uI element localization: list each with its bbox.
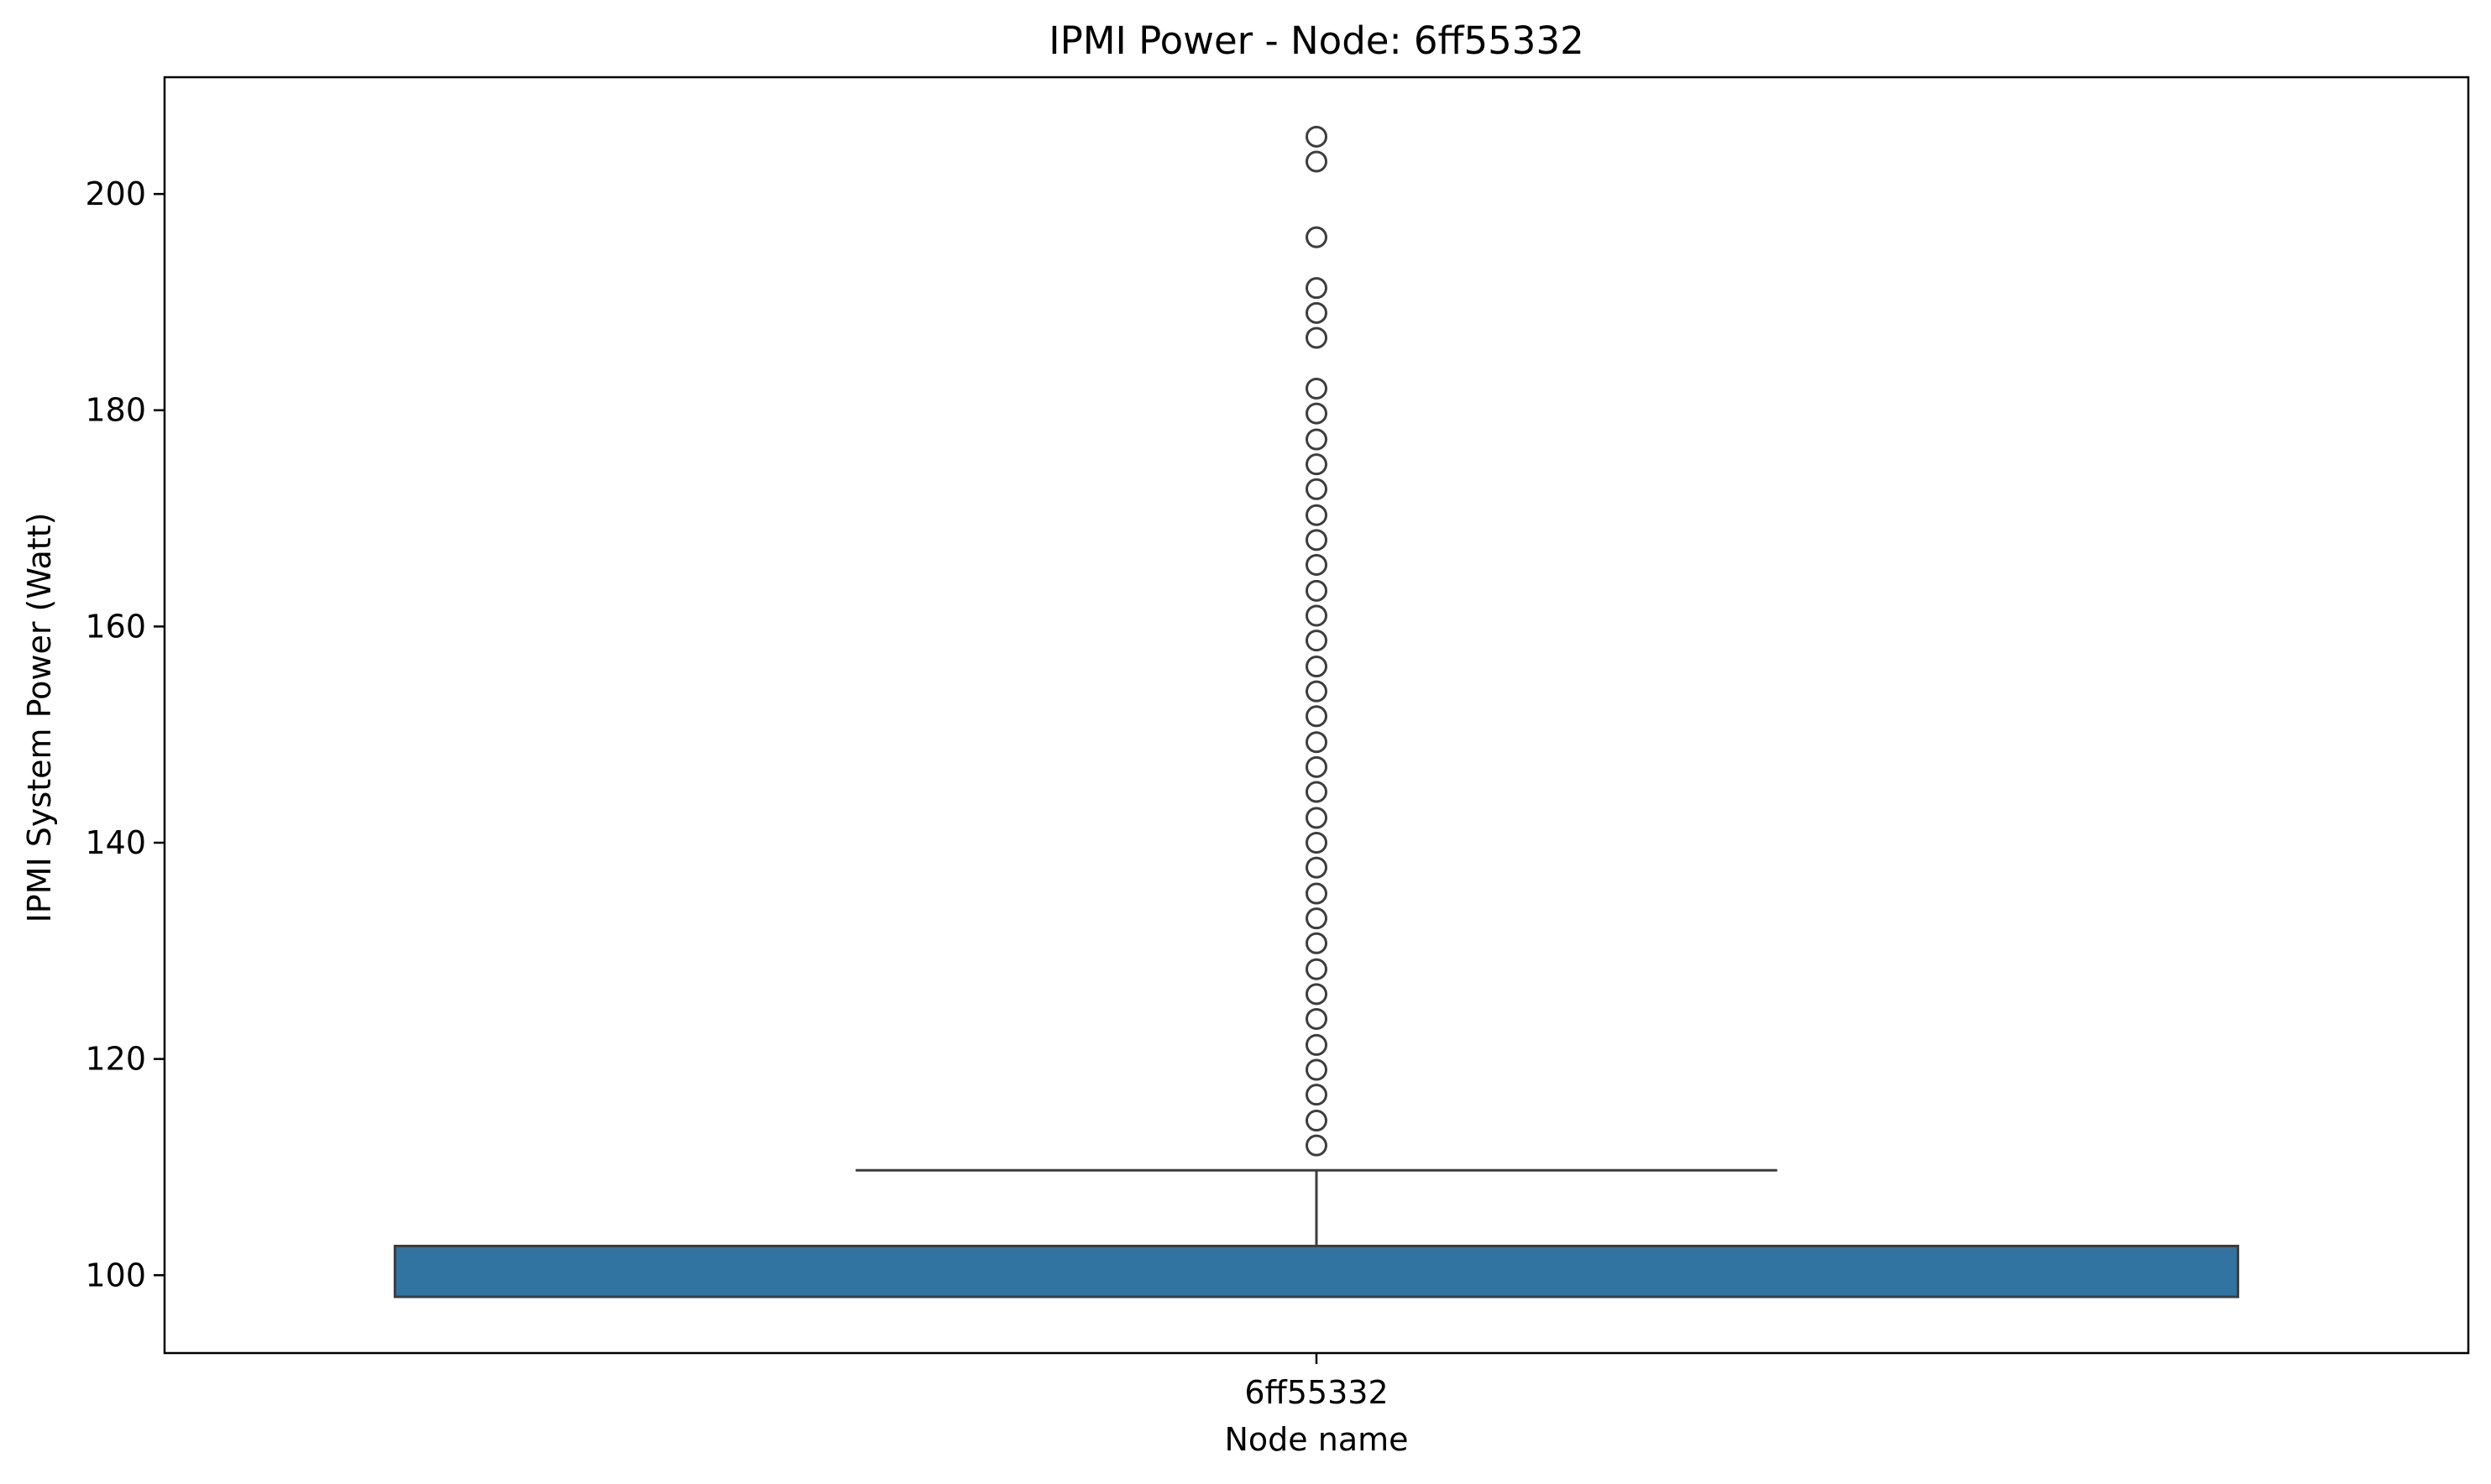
outlier-point	[1306, 1058, 1327, 1081]
outlier-point	[1306, 680, 1327, 703]
y-tick-label: 120	[85, 1041, 146, 1078]
outlier-point	[1306, 277, 1327, 300]
outlier-point	[1306, 856, 1327, 879]
outlier-point	[1306, 630, 1327, 652]
y-tick-label: 180	[85, 392, 146, 429]
outlier-point	[1306, 504, 1327, 526]
outlier-point	[1306, 579, 1327, 602]
outlier-point	[1306, 150, 1327, 173]
outlier-point	[1306, 731, 1327, 754]
outlier-point	[1306, 402, 1327, 425]
outlier-point	[1306, 755, 1327, 778]
outlier-point	[1306, 705, 1327, 728]
x-axis-title: Node name	[1224, 1421, 1408, 1458]
y-tick-label: 200	[85, 175, 146, 212]
x-tick-label: 6ff55332	[1244, 1374, 1388, 1411]
outlier-point	[1306, 1110, 1327, 1132]
y-tick-label: 160	[85, 608, 146, 645]
plot-frame	[163, 76, 2470, 1355]
outlier-point	[1306, 832, 1327, 854]
outlier-point	[1306, 327, 1327, 349]
outlier-point	[1306, 453, 1327, 476]
outlier-point	[1306, 529, 1327, 551]
outlier-point	[1306, 882, 1327, 905]
outlier-point	[1306, 1134, 1327, 1157]
outlier-point	[1306, 1007, 1327, 1030]
outlier-point	[1306, 907, 1327, 930]
outlier-point	[1306, 301, 1327, 324]
outlier-point	[1306, 553, 1327, 576]
iqr-box	[393, 1244, 2240, 1298]
outlier-point	[1306, 604, 1327, 627]
outlier-point	[1306, 125, 1327, 148]
y-axis-title: IPMI System Power (Watt)	[21, 513, 58, 923]
outlier-point	[1306, 478, 1327, 500]
outlier-point	[1306, 983, 1327, 1006]
outlier-point	[1306, 377, 1327, 400]
outlier-point	[1306, 656, 1327, 678]
outlier-point	[1306, 932, 1327, 954]
y-tick-label: 140	[85, 824, 146, 861]
outlier-point	[1306, 781, 1327, 803]
y-tick-label: 100	[85, 1257, 146, 1293]
plot-area: 100 120 140 160 180 200 6ff55332	[85, 76, 2470, 1411]
outlier-point	[1306, 1084, 1327, 1106]
outlier-point	[1306, 807, 1327, 829]
outlier-point	[1306, 428, 1327, 451]
outlier-point	[1306, 958, 1327, 980]
outlier-point	[1306, 1033, 1327, 1056]
chart-title: IPMI Power - Node: 6ff55332	[1049, 18, 1583, 63]
outlier-point	[1306, 226, 1327, 248]
